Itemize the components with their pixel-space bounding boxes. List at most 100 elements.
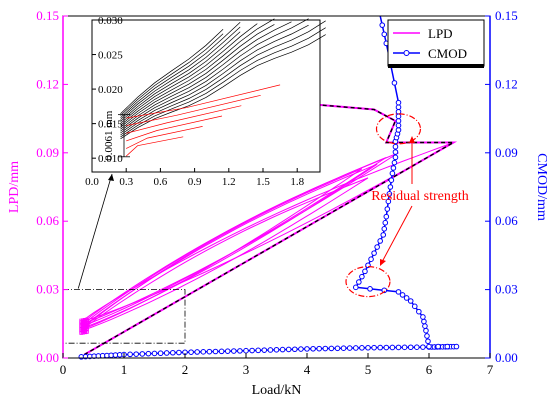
cmod-point: [401, 344, 408, 351]
cmod-point: [304, 346, 310, 352]
cmod-point: [420, 344, 426, 350]
x-tick-label: 2: [182, 362, 189, 377]
cmod-point: [420, 314, 426, 320]
zoom-box: [62, 289, 186, 344]
inset-loading-curve: [120, 27, 326, 138]
cmod-point: [328, 345, 335, 352]
cmod-point: [367, 286, 373, 292]
residual-ellipse: [375, 113, 422, 145]
cmod-point: [133, 351, 139, 357]
y-left-tick-label: 0.06: [36, 213, 59, 228]
cmod-point: [422, 323, 428, 329]
cmod-point: [261, 347, 268, 353]
y-right-tick-label: 0.06: [495, 213, 518, 228]
cmod-point: [157, 350, 164, 357]
cmod-point: [170, 349, 176, 356]
cmod-point: [200, 349, 207, 355]
cmod-point: [379, 22, 386, 28]
y-left-tick-label: 0.15: [36, 8, 59, 23]
x-axis-title: Load/kN: [252, 383, 302, 398]
inset-unloading-curve: [126, 126, 203, 149]
cmod-point: [218, 348, 225, 355]
legend-cmod-marker: [403, 50, 410, 56]
inset-loading-curve: [120, 21, 241, 118]
y-right-tick-label: 0.09: [495, 145, 518, 160]
cmod-point: [407, 344, 414, 351]
cmod-point: [395, 127, 402, 133]
y-right-tick-label: 0.03: [495, 282, 518, 297]
cmod-point: [359, 273, 365, 280]
legend-shadow: [388, 64, 484, 68]
cmod-point: [374, 244, 380, 250]
inset-loading-curve: [120, 34, 326, 140]
cmod-point: [310, 345, 316, 352]
cmod-point: [365, 344, 371, 351]
cmod-point: [368, 256, 374, 263]
inset-x-tick-label: 1.8: [290, 176, 304, 188]
inset-loading-curve: [120, 33, 224, 116]
cmod-point: [395, 344, 402, 351]
cmod-point: [395, 113, 402, 120]
cmod-point: [414, 344, 420, 350]
cmod-point: [392, 149, 399, 155]
residual-strength-label: Residual strength: [371, 189, 469, 204]
cmod-point: [359, 345, 365, 351]
cmod-point: [176, 349, 182, 356]
inset-unloading-curve: [126, 115, 223, 142]
cmod-point: [145, 350, 152, 357]
inset-x-tick-label: 1.2: [222, 176, 236, 188]
inset-x-tick-label: 0.3: [119, 176, 133, 188]
cmod-point: [298, 346, 304, 352]
cmod-point: [423, 327, 429, 334]
cmod-point: [395, 122, 402, 129]
inset-x-tick-label: 0.6: [154, 176, 168, 188]
inset-unloading-curve: [125, 136, 184, 157]
cmod-point: [127, 351, 133, 358]
cmod-point: [444, 343, 451, 350]
cmod-point: [391, 159, 398, 166]
x-tick-label: 0: [60, 362, 67, 377]
inset-unloading-curve: [126, 84, 281, 119]
inset-x-tick-label: 0.9: [188, 176, 202, 188]
cmod-point: [388, 177, 395, 183]
cmod-point: [267, 347, 274, 353]
x-tick-label: 5: [365, 362, 372, 377]
cmod-point: [188, 349, 194, 355]
residual-ellipse: [345, 266, 391, 298]
cmod-point: [151, 350, 158, 357]
y-left-tick-label: 0.09: [36, 145, 59, 160]
cmod-point: [381, 226, 388, 232]
cmod-point: [243, 347, 249, 354]
lpd-loop: [80, 168, 363, 330]
cmod-point: [353, 284, 359, 291]
cmod-point: [356, 279, 362, 285]
y-left-tick-label: 0.12: [36, 76, 59, 91]
cmod-point: [362, 268, 368, 275]
cmod-point: [377, 344, 384, 351]
inset-y-tick-label: 0.015: [98, 119, 123, 131]
annotations-layer: Residual strength: [345, 113, 469, 298]
inset-y-tick-label: 0.030: [98, 15, 123, 27]
legend: LPD CMOD: [387, 19, 485, 68]
cmod-point: [424, 333, 430, 339]
x-tick-label: 7: [487, 362, 494, 377]
cmod-point: [384, 206, 391, 212]
cmod-point: [426, 343, 432, 350]
inset-loading-curve: [120, 29, 224, 114]
inset-x-tick-label: 1.5: [256, 176, 270, 188]
inset-loading-curve: [120, 23, 258, 124]
cmod-point: [231, 348, 237, 354]
cmod-point: [392, 154, 399, 161]
cmod-point: [273, 346, 280, 353]
cmod-point: [371, 344, 377, 351]
cmod-point: [285, 346, 292, 353]
legend-cmod-label: CMOD: [428, 46, 467, 61]
cmod-point: [395, 289, 402, 295]
y-left-tick-label: 0.03: [36, 282, 59, 297]
legend-lpd-label: LPD: [428, 26, 453, 41]
inset-unloading-curve: [126, 94, 261, 127]
lpd-point: [84, 317, 89, 322]
inset-loading-curve: [120, 21, 292, 130]
inset-loading-curve: [120, 24, 309, 134]
